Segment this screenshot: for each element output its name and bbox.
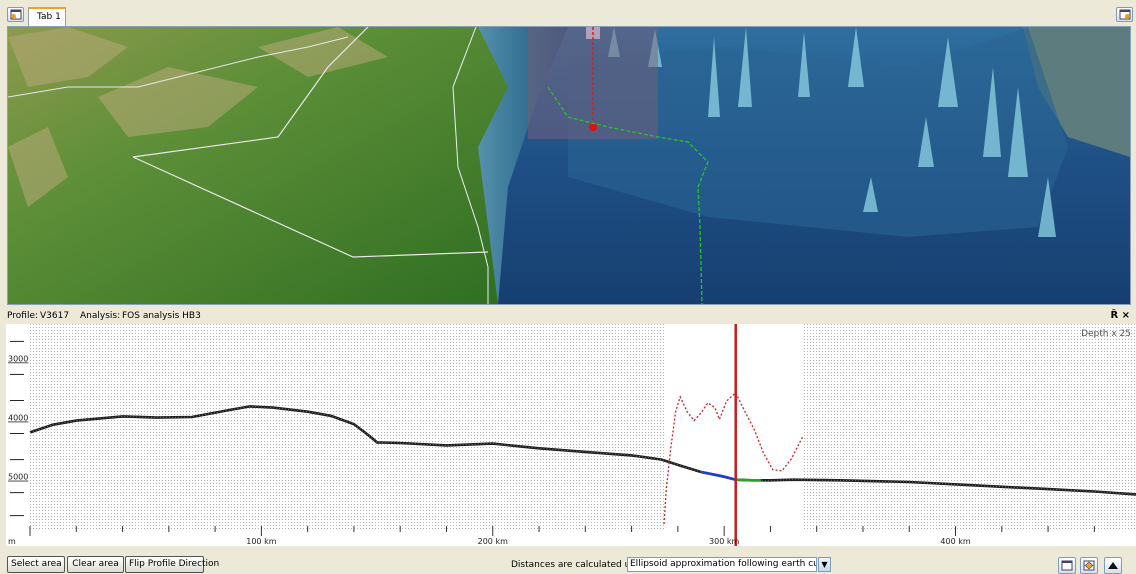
terrain-render [8,27,1130,304]
analysis-curve-line [663,391,804,525]
profile-chart[interactable]: 3000 4000 5000 m 100 km 200 km 300 km 400 km De… [6,324,1136,546]
select-area-button[interactable]: Select area [7,556,65,573]
y-tick-label: 5000 [8,473,28,482]
selected-segment-line [735,478,762,482]
collapse-button[interactable] [1104,557,1122,574]
x-unit-label: m [8,537,16,546]
panel-controls-icon[interactable]: Ȓ × [1110,310,1130,321]
plot-background [30,324,1136,529]
window-icon [1061,560,1073,571]
analysis-label: Analysis: [80,311,121,321]
tab-1[interactable]: Tab 1 [28,7,66,26]
profile-label: Profile: [7,311,39,321]
profile-chart-svg: 3000 4000 5000 m 100 km 200 km 300 km 400 km De… [8,324,1136,546]
profile-cursor-marker [589,123,597,131]
profile-value: V3617 [40,311,70,321]
3d-viewport[interactable] [7,26,1131,305]
flip-profile-direction-button[interactable]: Flip Profile Direction [125,556,219,573]
tab-options-button[interactable] [1116,7,1133,22]
tab-label: Tab 1 [37,12,61,22]
selected-segment-line [700,470,737,481]
analysis-window [663,324,803,546]
window-options-icon [1119,9,1131,20]
window-button[interactable] [1058,557,1076,574]
tab-bar: Tab 1 [0,0,1136,26]
depth-profile-texture [29,405,1136,495]
x-tick-label: 300 km [709,537,739,546]
depth-exaggeration-label: Depth x 25 [1081,329,1131,339]
distances-label: Distances are calculated using [511,560,649,570]
new-tab-button[interactable] [7,7,24,22]
triangle-up-icon [1108,562,1118,569]
y-tick-label: 3000 [8,354,28,363]
new-tab-icon [10,9,22,20]
zoom-fit-icon [1083,560,1095,571]
dropdown-arrow-icon[interactable]: ▼ [818,557,831,572]
bottom-toolbar: Select area Clear area Flip Profile Dire… [0,553,1136,574]
x-tick-label: 200 km [478,537,508,546]
x-tick-label: 100 km [246,537,276,546]
distance-method-select[interactable]: Ellipsoid approximation following earth … [627,557,817,572]
analysis-value: FOS analysis HB3 [122,311,201,321]
profile-header: Profile: V3617 Analysis: FOS analysis HB… [0,309,1136,323]
y-tick-label: 4000 [8,414,28,423]
zoom-fit-button[interactable] [1080,557,1098,574]
x-tick-label: 400 km [940,537,970,546]
clear-area-button[interactable]: Clear area [67,556,124,573]
